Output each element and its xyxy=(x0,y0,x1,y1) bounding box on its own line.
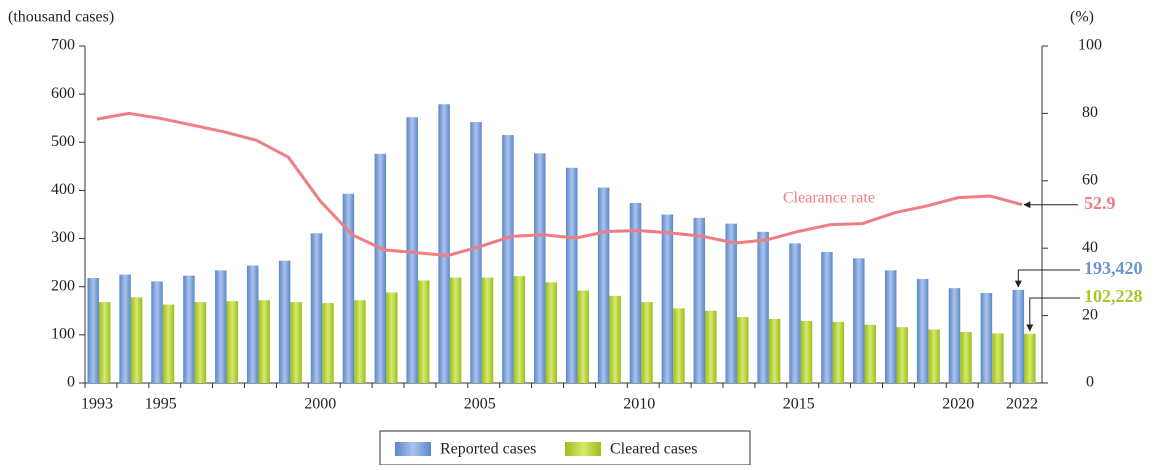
bar xyxy=(87,278,99,383)
bar xyxy=(545,282,558,383)
y2-tick-label: 100 xyxy=(1078,37,1102,54)
bar xyxy=(832,321,845,383)
bar xyxy=(629,202,642,383)
x-tick-label: 2022 xyxy=(1006,396,1038,413)
bar xyxy=(406,117,418,383)
bar xyxy=(1012,289,1025,383)
bar xyxy=(768,318,781,383)
bar xyxy=(884,270,897,383)
x-tick-label: 2010 xyxy=(623,396,655,413)
bar xyxy=(736,317,749,383)
y-axis-label: (thousand cases) xyxy=(8,9,114,26)
y2-tick-label: 0 xyxy=(1086,374,1094,391)
bar xyxy=(278,260,291,383)
bar xyxy=(215,270,227,383)
x-tick-label: 2005 xyxy=(464,396,496,413)
bar xyxy=(661,214,674,383)
bar xyxy=(864,324,877,383)
x-tick-label: 2020 xyxy=(942,396,974,413)
value-label: 102,228 xyxy=(1084,286,1143,306)
bar xyxy=(194,302,207,383)
bar xyxy=(290,302,302,383)
bar xyxy=(449,277,462,383)
legend-swatch xyxy=(565,442,601,456)
bar xyxy=(960,331,972,383)
value-label: 193,420 xyxy=(1084,258,1143,278)
bar xyxy=(577,290,589,383)
legend-label: Reported cases xyxy=(440,441,536,458)
bar xyxy=(597,187,610,383)
y-tick-label: 400 xyxy=(51,181,75,198)
bar xyxy=(757,231,769,383)
y-tick-label: 200 xyxy=(51,277,75,294)
bar xyxy=(821,252,833,383)
bar xyxy=(470,122,482,384)
annotation-arrow xyxy=(1026,297,1080,332)
bar xyxy=(800,320,813,383)
bar xyxy=(928,329,940,383)
bar xyxy=(1024,333,1036,383)
bar xyxy=(386,292,398,383)
y-tick-label: 300 xyxy=(51,229,75,246)
bar xyxy=(246,265,259,383)
bar xyxy=(948,288,961,383)
bar xyxy=(896,327,908,383)
bar xyxy=(609,295,621,383)
y-tick-label: 500 xyxy=(51,133,75,150)
bar xyxy=(853,258,865,383)
x-tick-label: 1993 xyxy=(81,396,113,413)
y-tick-label: 100 xyxy=(51,326,75,343)
bar xyxy=(725,223,737,383)
bar xyxy=(565,167,578,383)
y2-tick-label: 60 xyxy=(1082,171,1098,188)
y-tick-label: 600 xyxy=(51,85,75,102)
bar xyxy=(641,302,653,383)
bar xyxy=(417,280,430,383)
legend-swatch xyxy=(395,442,431,456)
bar xyxy=(534,153,546,383)
bar xyxy=(162,304,175,383)
x-tick-label: 1995 xyxy=(145,396,177,413)
x-tick-label: 2015 xyxy=(783,396,815,413)
bar xyxy=(705,310,717,383)
bar xyxy=(502,135,514,383)
bar xyxy=(342,193,355,383)
bar xyxy=(980,292,993,383)
bar xyxy=(98,302,111,383)
bar xyxy=(226,301,239,383)
bar xyxy=(183,275,195,383)
bar xyxy=(513,276,526,383)
bar xyxy=(374,153,387,383)
y2-tick-label: 80 xyxy=(1082,104,1098,121)
y-tick-label: 0 xyxy=(67,374,75,391)
y2-axis-label: (%) xyxy=(1070,9,1094,26)
annotation-arrow xyxy=(1014,269,1080,288)
bar xyxy=(354,300,366,383)
y-tick-label: 700 xyxy=(51,37,75,54)
y2-tick-label: 20 xyxy=(1082,306,1098,323)
bar xyxy=(693,217,706,383)
x-tick-label: 2000 xyxy=(304,396,336,413)
line xyxy=(96,111,1023,258)
y2-tick-label: 40 xyxy=(1082,239,1098,256)
bar xyxy=(673,308,685,383)
bar xyxy=(438,104,450,383)
bar xyxy=(322,303,334,383)
bar xyxy=(258,300,270,383)
bar xyxy=(916,279,929,383)
bar xyxy=(992,333,1004,383)
bar xyxy=(130,297,143,383)
bar xyxy=(481,277,494,383)
value-label: 52.9 xyxy=(1084,193,1116,213)
line-label: Clearance rate xyxy=(783,190,875,207)
legend-label: Cleared cases xyxy=(610,441,698,458)
bar xyxy=(151,281,163,383)
bar xyxy=(119,274,131,383)
bar xyxy=(789,243,801,383)
bar xyxy=(310,233,323,383)
